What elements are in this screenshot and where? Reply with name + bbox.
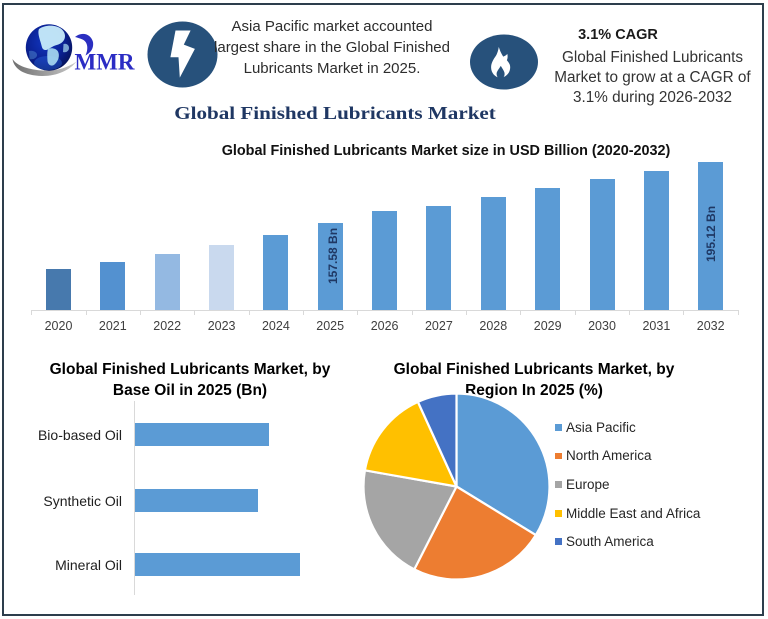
svg-text:MMR: MMR xyxy=(75,50,135,75)
